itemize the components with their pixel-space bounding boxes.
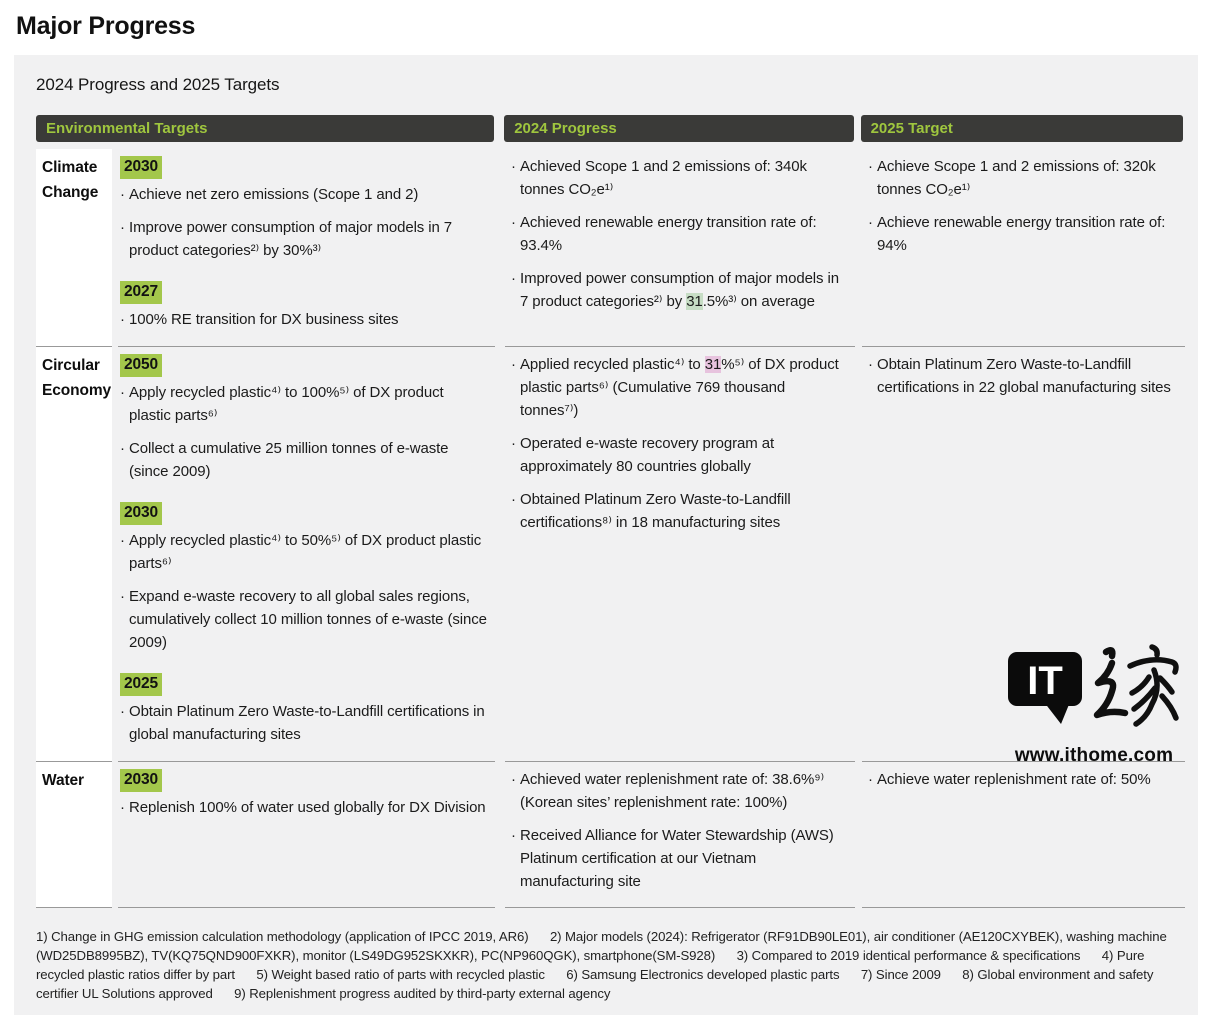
bullet-dot: · (511, 356, 516, 374)
bullet-text: Received Alliance for Water Stewardship … (520, 826, 834, 890)
bullet-item: · Collect a cumulative 25 million tonnes … (120, 438, 487, 484)
bullet-item: · Replenish 100% of water used globally f… (120, 797, 487, 820)
watermark-url: www.ithome.com (1014, 745, 1174, 766)
bullet-dot: · (868, 158, 873, 175)
bullet-text: Collect a cumulative 25 million tonnes o… (129, 440, 449, 480)
cell-environmental-targets: 2030 · Achieve net zero emissions (Scope 1… (118, 149, 495, 346)
bullet-dot: · (511, 269, 516, 287)
bullet-item: · Applied recycled plastic⁴⁾ to 31%⁵⁾ of … (511, 354, 847, 423)
bullet-text: Apply recycled plastic⁴⁾ to 100%⁵⁾ of DX… (129, 384, 444, 425)
bullet-text: Improve power consumption of major model… (129, 219, 453, 260)
bullet-dot: · (120, 384, 125, 402)
bullet-item: · Achieved renewable energy transition ra… (511, 212, 847, 258)
cell-2025-target: · Achieve Scope 1 and 2 emissions of: 320… (862, 149, 1185, 346)
bullet-text: Obtained Platinum Zero Waste-to-Landfill… (520, 490, 791, 531)
bullet-text: Apply recycled plastic⁴⁾ to 50%⁵⁾ of DX … (129, 532, 482, 572)
page: Major Progress 2024 Progress and 2025 Ta… (0, 12, 1212, 1016)
bullet-dot: · (120, 219, 125, 237)
bullet-text: Achieve water replenishment rate of: 50% (877, 770, 1151, 788)
year-badge: 2030 (120, 156, 163, 180)
bullet-item: · Achieve Scope 1 and 2 emissions of: 320… (868, 156, 1177, 202)
cell-environmental-targets: 2030 · Replenish 100% of water used global… (118, 760, 495, 909)
bullet-text: Expand e-waste recovery to all global sa… (129, 587, 487, 651)
bullet-item: · Improve power consumption of major mode… (120, 217, 487, 263)
bullet-item: · Received Alliance for Water Stewardship… (511, 825, 847, 894)
ithome-watermark: IT (1008, 642, 1180, 767)
bullet-text: Achieve renewable energy transition rate… (877, 213, 1166, 254)
bullet-dot: · (511, 770, 516, 788)
bullet-dot: · (120, 587, 125, 605)
bullet-dot: · (868, 356, 873, 374)
bullet-text: Obtain Platinum Zero Waste-to-Landfill c… (129, 702, 485, 743)
cell-2025-target: · Obtain Platinum Zero Waste-to-Landfill … (862, 346, 1185, 761)
column-header-environmental-targets: Environmental Targets (36, 115, 495, 142)
table-header-row: Environmental Targets 2024 Progress 2025… (36, 115, 1184, 142)
bullet-dot: · (511, 490, 516, 508)
inline-highlight-green: 31 (686, 292, 703, 310)
bullet-item: · Achieve net zero emissions (Scope 1 and… (120, 184, 487, 207)
bullet-dot: · (511, 826, 516, 844)
cell-2025-target: · Achieve water replenishment rate of: 50… (862, 760, 1185, 909)
bullet-text: Obtain Platinum Zero Waste-to-Landfill c… (877, 356, 1171, 396)
bullet-dot: · (511, 434, 516, 452)
ithome-logo: IT (1008, 644, 1179, 727)
row-label: Water (36, 760, 112, 909)
footnotes: 1) Change in GHG emission calculation me… (36, 929, 1171, 1001)
targets-table: Climate Change 2030 · Achieve net zero emis… (36, 149, 1185, 909)
column-header-2024-progress: 2024 Progress (504, 115, 854, 142)
bullet-dot: · (120, 532, 125, 550)
column-header-2025-target: 2025 Target (860, 115, 1184, 142)
panel-subtitle: 2024 Progress and 2025 Targets (36, 75, 280, 94)
cell-2024-progress: · Achieved water replenishment rate of: 3… (505, 760, 855, 909)
bullet-item: · Expand e-waste recovery to all global s… (120, 586, 487, 655)
bullet-item: · Operated e-waste recovery program at ap… (511, 433, 847, 479)
row-label: Circular Economy (36, 346, 112, 761)
bullet-text: Improved power consumption of major mode… (520, 269, 839, 310)
speech-bubble-icon: IT (1008, 652, 1082, 724)
bullet-item: · Achieved water replenishment rate of: 3… (511, 769, 847, 815)
bullet-text: Achieved renewable energy transition rat… (520, 213, 817, 254)
bullet-item: · Obtain Platinum Zero Waste-to-Landfill … (868, 354, 1177, 400)
bullet-item: · Obtain Platinum Zero Waste-to-Landfill … (120, 701, 487, 747)
bullet-text: Applied recycled plastic⁴⁾ to 31%⁵⁾ of D… (520, 356, 839, 419)
year-badge: 2030 (120, 768, 163, 792)
cell-2024-progress: · Achieved Scope 1 and 2 emissions of: 34… (505, 149, 855, 346)
year-badge: 2025 (120, 672, 163, 696)
cell-2024-progress: · Applied recycled plastic⁴⁾ to 31%⁵⁾ of … (505, 346, 855, 761)
bullet-dot: · (120, 798, 125, 816)
bullet-text: Achieve net zero emissions (Scope 1 and … (129, 186, 419, 204)
bullet-item: · Achieved Scope 1 and 2 emissions of: 34… (511, 156, 847, 202)
bullet-dot: · (511, 158, 516, 175)
bullet-text: Replenish 100% of water used globally fo… (129, 798, 486, 816)
bullet-dot: · (868, 770, 873, 788)
bullet-dot: · (120, 186, 125, 204)
year-badge: 2027 (120, 280, 163, 305)
row-label: Climate Change (36, 149, 112, 347)
bullet-text: Achieved Scope 1 and 2 emissions of: 340… (520, 158, 807, 198)
content-panel: 2024 Progress and 2025 Targets Environme… (14, 55, 1198, 1016)
cell-environmental-targets: 2050 · Apply recycled plastic⁴⁾ to 100%⁵⁾ … (118, 346, 495, 761)
bullet-item: · Improved power consumption of major mod… (511, 268, 847, 314)
inline-highlight-pink: 31 (704, 356, 722, 374)
bullet-item: · Achieve renewable energy transition rat… (868, 212, 1177, 258)
year-badge: 2030 (120, 501, 163, 526)
bullet-item: · Apply recycled plastic⁴⁾ to 50%⁵⁾ of DX… (120, 530, 487, 576)
bullet-dot: · (120, 311, 125, 329)
bullet-dot: · (120, 702, 125, 720)
bullet-text: 100% RE transition for DX business sites (129, 311, 399, 329)
bullet-text: Operated e-waste recovery program at app… (520, 434, 775, 475)
page-title: Major Progress (16, 12, 196, 40)
bullet-dot: · (511, 213, 516, 231)
year-badge: 2050 (120, 354, 163, 378)
bullet-text: Achieve Scope 1 and 2 emissions of: 320k… (877, 158, 1156, 198)
bullet-item: · 100% RE transition for DX business site… (120, 309, 487, 332)
bullet-item: · Apply recycled plastic⁴⁾ to 100%⁵⁾ of D… (120, 382, 487, 428)
bullet-dot: · (120, 440, 125, 458)
bullet-item: · Achieve water replenishment rate of: 50… (868, 769, 1177, 792)
bullet-dot: · (868, 213, 873, 231)
logo-it-text: IT (1027, 659, 1063, 703)
cjk-calligraphy-icon (1093, 644, 1179, 727)
bullet-text: Achieved water replenishment rate of: 38… (520, 770, 825, 811)
bullet-item: · Obtained Platinum Zero Waste-to-Landfil… (511, 489, 847, 535)
